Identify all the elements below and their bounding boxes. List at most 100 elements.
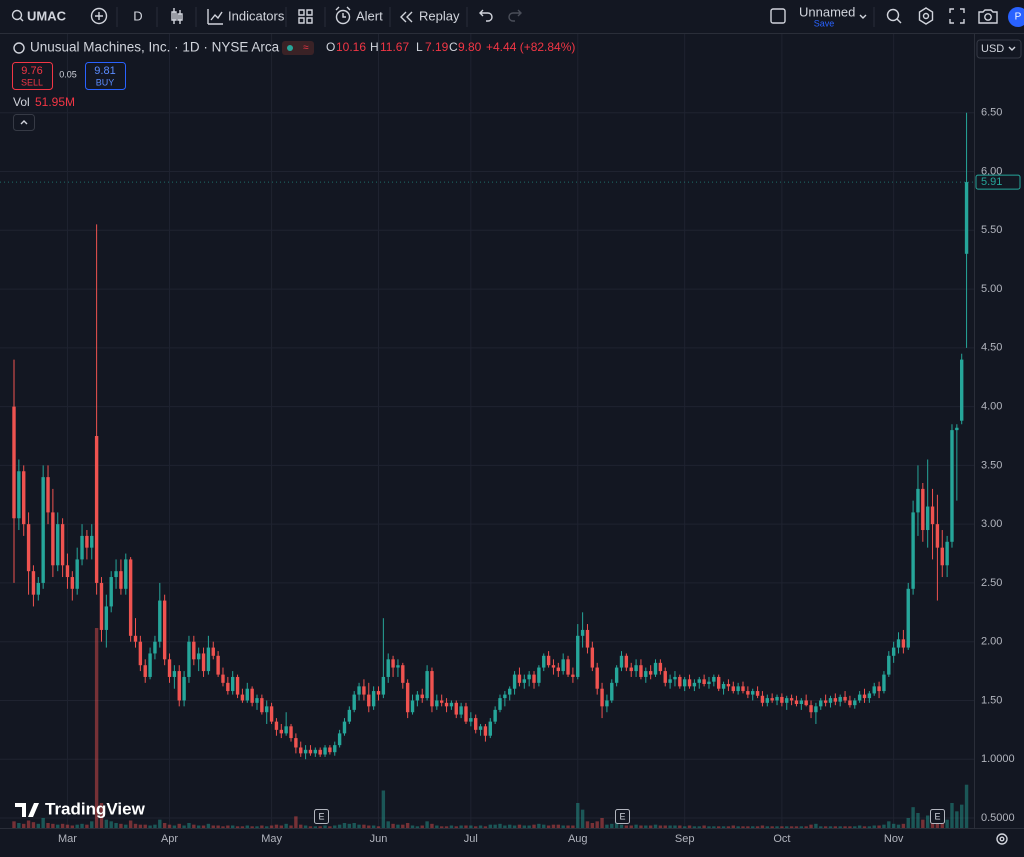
buy-button[interactable] bbox=[85, 62, 126, 90]
candle-body bbox=[415, 694, 420, 701]
avatar[interactable] bbox=[1008, 7, 1024, 27]
candle-body bbox=[211, 647, 215, 656]
y-tick-label: 3.00 bbox=[981, 518, 1002, 530]
volume-bar bbox=[75, 824, 79, 828]
replay-button[interactable]: Replay bbox=[419, 8, 460, 23]
volume-bar bbox=[794, 826, 799, 828]
candle-body bbox=[153, 641, 157, 654]
volume-bar bbox=[362, 824, 366, 828]
candle-body bbox=[726, 684, 731, 687]
currency[interactable]: USD bbox=[981, 43, 1004, 55]
y-tick-label: 5.00 bbox=[981, 283, 1002, 295]
candle-body bbox=[644, 671, 648, 677]
volume-bar bbox=[459, 825, 463, 828]
earnings-marker[interactable] bbox=[930, 809, 945, 824]
scale-settings[interactable] bbox=[996, 833, 1008, 845]
data-status: ≈ bbox=[303, 43, 309, 54]
volume-bar bbox=[848, 826, 852, 828]
volume-bar bbox=[196, 825, 201, 828]
volume-bar bbox=[542, 824, 546, 828]
volume-bar bbox=[746, 826, 750, 828]
volume-bar bbox=[736, 826, 740, 828]
volume-bar bbox=[284, 823, 288, 828]
volume-bar bbox=[780, 826, 784, 828]
volume-bar bbox=[226, 825, 230, 828]
symbol[interactable]: UMAC bbox=[27, 8, 67, 23]
volume-bar bbox=[133, 823, 138, 828]
candle-body bbox=[138, 641, 143, 666]
redo[interactable] bbox=[508, 9, 522, 22]
candle-body bbox=[921, 488, 925, 531]
quick-search-handle bbox=[896, 18, 902, 24]
candle-body bbox=[299, 747, 303, 754]
volume-bar bbox=[950, 803, 954, 828]
x-tick-label: Jul bbox=[464, 833, 478, 845]
undo[interactable] bbox=[479, 9, 493, 22]
volume-bar bbox=[814, 823, 818, 828]
volume-bar bbox=[109, 821, 113, 828]
candle-body bbox=[469, 718, 473, 722]
candle-body bbox=[629, 667, 633, 672]
earnings-marker[interactable] bbox=[314, 809, 329, 824]
candle-body bbox=[206, 647, 211, 672]
earnings-letter: E bbox=[318, 811, 324, 821]
candle-body bbox=[216, 655, 220, 675]
candle-body bbox=[60, 524, 65, 566]
candle-body bbox=[114, 571, 118, 578]
volume-bar bbox=[464, 825, 468, 828]
layout-checkbox[interactable] bbox=[770, 8, 786, 24]
layout-name[interactable]: Unnamed bbox=[799, 4, 855, 19]
volume-bar bbox=[124, 824, 128, 828]
volume-bar bbox=[741, 826, 745, 828]
earnings-marker[interactable] bbox=[615, 809, 630, 824]
alert-button[interactable]: Alert bbox=[356, 8, 383, 23]
candle-body bbox=[235, 676, 240, 695]
settings[interactable] bbox=[918, 7, 934, 25]
chart-type-icon[interactable] bbox=[171, 8, 183, 24]
sell-button[interactable] bbox=[12, 62, 53, 90]
candle-body bbox=[51, 512, 55, 566]
volume-bar bbox=[634, 824, 638, 828]
candle-body bbox=[775, 696, 779, 701]
candle-body bbox=[231, 676, 235, 692]
candle-body bbox=[887, 655, 891, 675]
candle-body bbox=[498, 698, 502, 710]
indicators-button[interactable]: Indicators bbox=[228, 8, 285, 23]
interval[interactable]: D bbox=[133, 8, 142, 23]
sell-label: SELL bbox=[21, 77, 43, 87]
candle-body bbox=[751, 691, 755, 695]
candle-body bbox=[158, 600, 162, 642]
volume-bar bbox=[376, 826, 381, 828]
y-tick-label: 4.50 bbox=[981, 342, 1002, 354]
candle-body bbox=[430, 671, 434, 707]
search-icon[interactable] bbox=[11, 9, 23, 21]
candle-body bbox=[391, 659, 395, 668]
volume-bar bbox=[60, 823, 65, 828]
collapse-legend[interactable] bbox=[13, 114, 35, 131]
volume-bar bbox=[551, 824, 556, 828]
candle-body bbox=[770, 698, 774, 701]
volume-bar bbox=[274, 824, 279, 828]
quick-search[interactable] bbox=[886, 8, 900, 22]
snapshot[interactable] bbox=[978, 9, 998, 24]
volume-bar bbox=[925, 815, 930, 828]
volume-bar bbox=[221, 826, 225, 828]
candle-body bbox=[474, 718, 478, 730]
y-tick-label: 5.50 bbox=[981, 224, 1002, 236]
fullscreen[interactable] bbox=[949, 8, 965, 24]
currency-box[interactable] bbox=[976, 39, 1022, 59]
add-symbol[interactable] bbox=[90, 7, 108, 25]
volume-bar bbox=[17, 823, 21, 828]
candle-body bbox=[964, 182, 969, 254]
volume-bar bbox=[90, 821, 94, 828]
layout-menu[interactable] bbox=[859, 14, 867, 19]
volume-bar bbox=[410, 825, 415, 828]
candle-body bbox=[668, 679, 672, 683]
templates-icon[interactable] bbox=[298, 9, 313, 24]
candle-body bbox=[56, 524, 60, 566]
candle-body bbox=[707, 681, 711, 685]
volume-bar bbox=[751, 826, 755, 828]
volume-bar bbox=[906, 818, 910, 828]
candle-body bbox=[945, 541, 949, 566]
candle-body bbox=[464, 706, 468, 722]
